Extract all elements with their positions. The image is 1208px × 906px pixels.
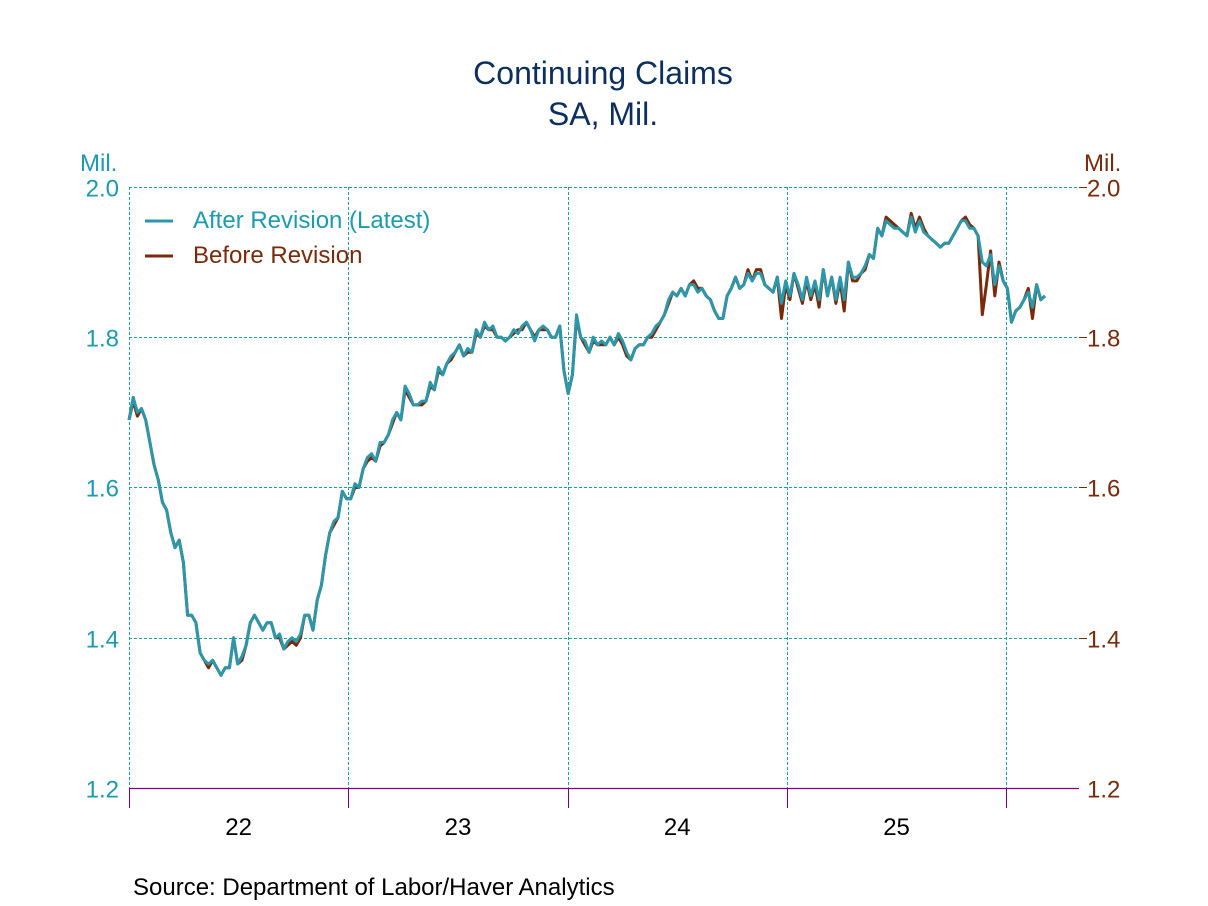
left-tick-label: 1.8 (86, 326, 119, 353)
title-text: Continuing Claims (473, 55, 733, 91)
legend: After Revision (Latest) Before Revision (145, 207, 430, 269)
right-tick-label: 1.4 (1087, 627, 1120, 654)
chart-title: Continuing Claims SA, Mil. (473, 55, 733, 132)
series-line-after-revision (127, 215, 1047, 677)
right-tick-label: 1.6 (1087, 476, 1120, 503)
series-lines (127, 211, 1047, 677)
right-tick-label: 1.2 (1087, 777, 1120, 804)
right-tick-label: 2.0 (1087, 176, 1120, 203)
left-tick-label: 2.0 (86, 176, 119, 203)
left-tick-label: 1.6 (86, 476, 119, 503)
x-tick-label: 24 (664, 814, 691, 841)
right-axis-unit: Mil. (1084, 150, 1121, 177)
legend-label-before: Before Revision (193, 242, 362, 269)
left-tick-label: 1.2 (86, 777, 119, 804)
left-axis-unit: Mil. (80, 150, 117, 177)
x-tick-label: 23 (445, 814, 472, 841)
series-line-before-revision (127, 211, 1047, 677)
source-note: Source: Department of Labor/Haver Analyt… (133, 874, 615, 901)
x-tick-label: 22 (225, 814, 252, 841)
y-axis-ticks: 2.0 2.0 1.8 1.8 1.6 1.6 1.4 1.4 1.2 1.2 (86, 176, 1121, 804)
subtitle-text: SA, Mil. (548, 96, 658, 132)
legend-label-after: After Revision (Latest) (193, 207, 430, 234)
gridlines (129, 187, 1087, 788)
right-tick-label: 1.8 (1087, 326, 1120, 353)
left-tick-label: 1.4 (86, 627, 119, 654)
x-axis: 22 23 24 25 (129, 787, 1079, 841)
x-tick-label: 25 (883, 814, 910, 841)
